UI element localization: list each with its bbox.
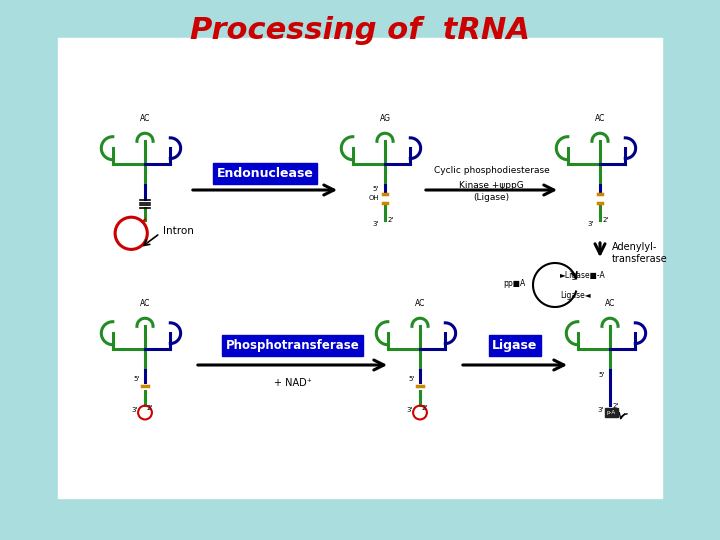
Text: 5': 5' bbox=[134, 376, 140, 382]
Text: AG: AG bbox=[379, 114, 390, 123]
FancyBboxPatch shape bbox=[58, 38, 662, 498]
Text: Ligase: Ligase bbox=[492, 339, 538, 352]
Text: ►Ligase■-A: ►Ligase■-A bbox=[560, 271, 606, 280]
Text: Adenylyl-
transferase: Adenylyl- transferase bbox=[612, 242, 667, 264]
Text: Endonuclease: Endonuclease bbox=[217, 167, 313, 180]
Text: Ligase◄: Ligase◄ bbox=[560, 291, 590, 300]
Text: 3': 3' bbox=[132, 408, 138, 414]
Text: (Ligase): (Ligase) bbox=[474, 192, 510, 201]
Text: 2': 2' bbox=[603, 218, 609, 224]
Text: AC: AC bbox=[415, 299, 426, 308]
Text: OH: OH bbox=[369, 195, 379, 201]
Text: 2': 2' bbox=[422, 404, 428, 410]
Text: p-A: p-A bbox=[606, 410, 616, 415]
Text: 3': 3' bbox=[588, 221, 594, 227]
Text: Phosphotransferase: Phosphotransferase bbox=[225, 339, 359, 352]
Text: 5': 5' bbox=[409, 376, 415, 382]
Text: AC: AC bbox=[605, 299, 615, 308]
Text: 2': 2' bbox=[147, 404, 153, 410]
Text: Kinase +ψppG: Kinase +ψppG bbox=[459, 181, 524, 191]
Text: 3': 3' bbox=[407, 408, 413, 414]
Text: 5': 5' bbox=[373, 186, 379, 192]
Text: 3': 3' bbox=[598, 407, 604, 413]
Text: pp■A: pp■A bbox=[503, 279, 526, 287]
Text: Intron: Intron bbox=[163, 226, 194, 236]
Text: Processing of  tRNA: Processing of tRNA bbox=[190, 16, 530, 45]
Text: 3': 3' bbox=[373, 221, 379, 227]
Text: 5': 5' bbox=[599, 372, 605, 377]
Text: Cyclic phosphodiesterase: Cyclic phosphodiesterase bbox=[433, 166, 549, 175]
Text: AC: AC bbox=[140, 299, 150, 308]
Text: 2': 2' bbox=[613, 402, 619, 408]
Text: AC: AC bbox=[140, 114, 150, 123]
Text: AC: AC bbox=[595, 114, 606, 123]
Text: + NAD⁺: + NAD⁺ bbox=[274, 378, 312, 388]
Text: 2': 2' bbox=[388, 218, 395, 224]
FancyBboxPatch shape bbox=[605, 408, 618, 417]
